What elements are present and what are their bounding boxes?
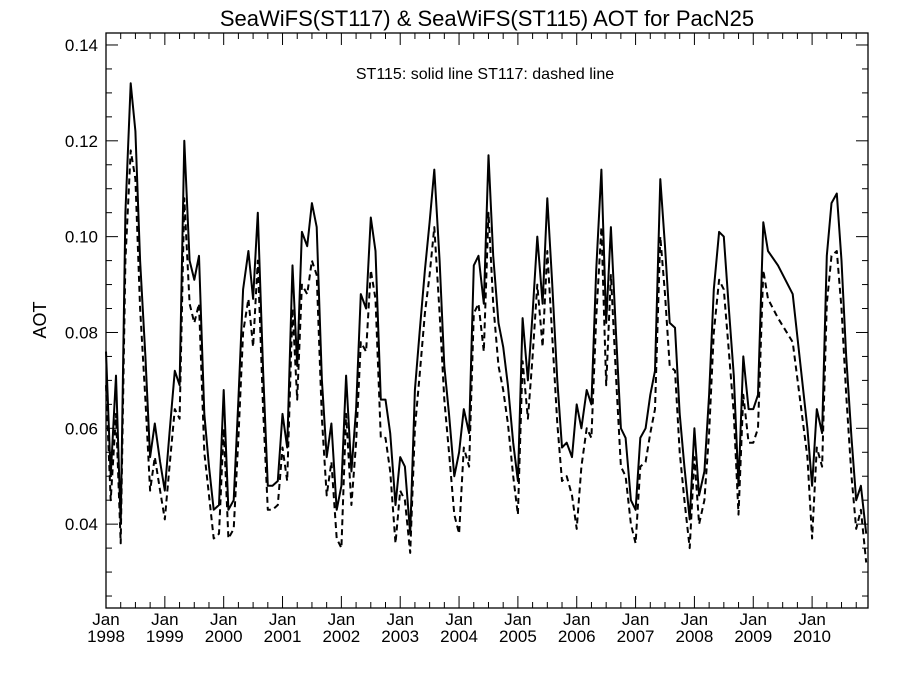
x-tick-label-month: Jan xyxy=(151,610,178,629)
x-tick-label-month: Jan xyxy=(504,610,531,629)
x-tick-label-year: 2005 xyxy=(499,627,537,646)
x-tick-label-year: 2007 xyxy=(617,627,655,646)
x-tick-label-month: Jan xyxy=(622,610,649,629)
x-tick-label-month: Jan xyxy=(328,610,355,629)
x-tick-label-year: 2001 xyxy=(264,627,302,646)
x-tick-label-month: Jan xyxy=(740,610,767,629)
x-tick-label-month: Jan xyxy=(445,610,472,629)
x-tick-label-year: 1998 xyxy=(87,627,125,646)
x-tick-label-year: 2000 xyxy=(205,627,243,646)
x-tick-label-month: Jan xyxy=(563,610,590,629)
x-tick-label-year: 2004 xyxy=(440,627,478,646)
x-tick-label-month: Jan xyxy=(269,610,296,629)
axis-ticks xyxy=(105,33,868,608)
series-annotation: ST115: solid line ST117: dashed line xyxy=(356,66,614,83)
x-tick-label-month: Jan xyxy=(386,610,413,629)
series-lines xyxy=(105,82,868,563)
x-tick-label-year: 2002 xyxy=(322,627,360,646)
y-tick-label: 0.14 xyxy=(65,36,98,55)
x-tick-label-year: 2008 xyxy=(676,627,714,646)
x-tick-label-year: 2006 xyxy=(558,627,596,646)
x-tick-label-year: 1999 xyxy=(146,627,184,646)
plot-frame xyxy=(105,32,869,609)
y-axis-label: AOT xyxy=(30,301,50,338)
x-tick-label-month: Jan xyxy=(210,610,237,629)
x-tick-label-month: Jan xyxy=(798,610,825,629)
x-tick-label-month: Jan xyxy=(681,610,708,629)
y-tick-label: 0.06 xyxy=(65,419,98,438)
series-line-st117 xyxy=(105,149,868,563)
x-tick-label-year: 2009 xyxy=(734,627,772,646)
x-tick-label-month: Jan xyxy=(92,610,119,629)
series-line-st115 xyxy=(105,82,868,535)
y-tick-label: 0.12 xyxy=(65,132,98,151)
y-tick-label: 0.08 xyxy=(65,323,98,342)
x-tick-label-year: 2003 xyxy=(381,627,419,646)
y-tick-label: 0.04 xyxy=(65,515,98,534)
x-tick-label-year: 2010 xyxy=(793,627,831,646)
chart-title: SeaWiFS(ST117) & SeaWiFS(ST115) AOT for … xyxy=(220,6,754,31)
y-tick-label: 0.10 xyxy=(65,228,98,247)
tick-labels: 0.040.060.080.100.120.14Jan1998Jan1999Ja… xyxy=(65,36,831,646)
